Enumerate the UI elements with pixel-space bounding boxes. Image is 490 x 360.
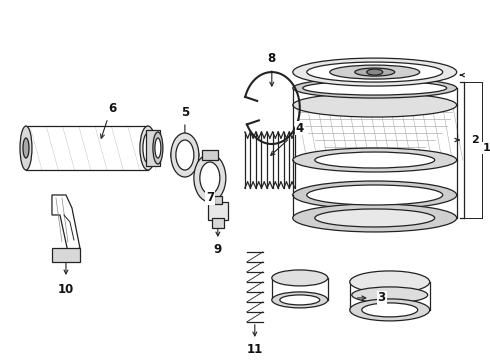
Ellipse shape [194,154,226,202]
Ellipse shape [272,270,328,286]
Text: 6: 6 [108,102,116,114]
Bar [52,248,80,262]
Ellipse shape [171,145,199,165]
Ellipse shape [315,152,435,168]
Ellipse shape [362,303,417,317]
Ellipse shape [315,209,435,227]
Ellipse shape [176,140,194,170]
Ellipse shape [293,181,457,209]
Ellipse shape [272,292,328,308]
Ellipse shape [293,148,457,172]
Ellipse shape [293,93,457,117]
Ellipse shape [20,126,32,170]
Ellipse shape [293,58,457,86]
Ellipse shape [303,81,447,95]
Text: 9: 9 [214,243,222,256]
Ellipse shape [355,68,395,76]
Ellipse shape [350,299,430,321]
Text: 10: 10 [58,283,74,296]
Ellipse shape [293,78,457,98]
Text: 5: 5 [181,105,189,118]
Text: 3: 3 [378,291,386,305]
Ellipse shape [200,162,220,194]
Ellipse shape [330,65,420,79]
Ellipse shape [352,287,428,303]
Ellipse shape [350,271,430,293]
Ellipse shape [293,204,457,232]
Polygon shape [52,195,80,252]
Text: 8: 8 [268,51,276,64]
Bar [146,130,160,166]
Ellipse shape [23,138,29,158]
Text: 7: 7 [206,192,214,204]
Ellipse shape [143,133,153,163]
Bar [208,202,228,220]
Ellipse shape [280,295,320,305]
Text: 11: 11 [246,343,263,356]
Ellipse shape [307,62,442,82]
Ellipse shape [307,185,442,205]
Ellipse shape [171,133,199,177]
Text: 1: 1 [483,143,490,153]
Bar [214,196,222,204]
Ellipse shape [155,138,161,158]
Text: 2: 2 [471,135,479,145]
Bar [212,218,224,228]
Bar [202,150,218,160]
Text: 4: 4 [295,122,304,135]
Ellipse shape [140,126,156,170]
Ellipse shape [367,69,383,75]
Ellipse shape [153,132,163,164]
